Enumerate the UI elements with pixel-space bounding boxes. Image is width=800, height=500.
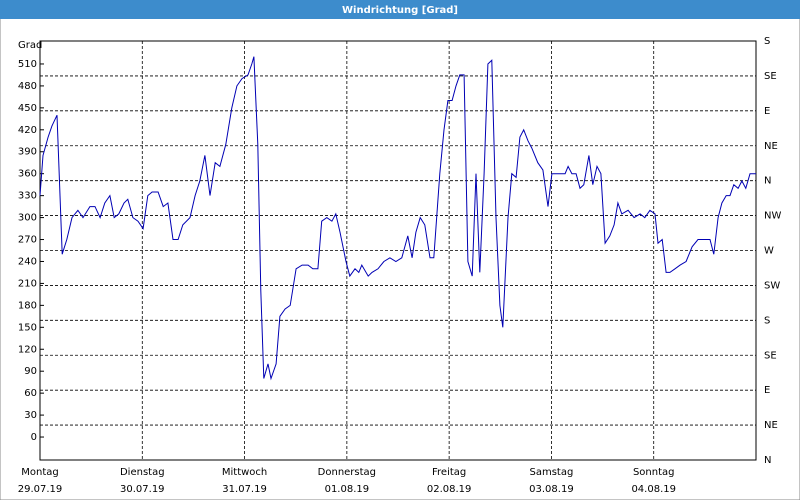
y2-tick-label: NE (764, 420, 778, 431)
y2-tick-label: N (764, 455, 771, 466)
x-tick-date: 04.08.19 (631, 484, 676, 495)
y-tick-label: 480 (18, 81, 37, 92)
y-tick-label: 510 (18, 59, 37, 70)
x-tick-date: 01.08.19 (325, 484, 370, 495)
y2-tick-label: E (764, 385, 770, 396)
y2-tick-label: W (764, 246, 774, 257)
y-tick-label: 60 (24, 388, 37, 399)
y-tick-label: 270 (18, 235, 37, 246)
x-tick-date: 02.08.19 (427, 484, 472, 495)
y2-tick-label: SE (764, 350, 777, 361)
y-tick-label: 450 (18, 103, 37, 114)
x-tick-label: Freitag (432, 467, 466, 478)
data-line (39, 56, 756, 381)
x-tick-date: 29.07.19 (18, 484, 63, 495)
y-tick-label: 0 (31, 432, 37, 443)
y2-tick-label: SW (764, 280, 780, 291)
x-tick-date: 30.07.19 (120, 484, 165, 495)
y-tick-label: 150 (18, 322, 37, 333)
y2-tick-label: E (764, 106, 770, 117)
y2-tick-label: NE (764, 141, 778, 152)
chart-title: Windrichtung [Grad] (342, 5, 458, 16)
y-tick-label: 30 (24, 410, 37, 421)
y-tick-label: 90 (24, 366, 37, 377)
y2-tick-label: S (764, 36, 770, 47)
x-tick-label: Donnerstag (318, 467, 376, 478)
y-tick-label: 360 (18, 169, 37, 180)
y2-tick-label: N (764, 176, 771, 187)
y-tick-label: 390 (18, 147, 37, 158)
y-tick-label: 330 (18, 191, 37, 202)
y-tick-label: 240 (18, 256, 37, 267)
y2-tick-label: SE (764, 71, 777, 82)
y-tick-label: 420 (18, 125, 37, 136)
x-tick-label: Sonntag (633, 467, 675, 478)
x-tick-label: Montag (21, 467, 58, 478)
y-tick-label: 180 (18, 300, 37, 311)
title-bar (0, 0, 800, 19)
x-tick-date: 03.08.19 (529, 484, 574, 495)
x-tick-label: Samstag (530, 467, 574, 478)
y2-tick-label: S (764, 315, 770, 326)
x-tick-date: 31.07.19 (222, 484, 267, 495)
y-tick-label: 300 (18, 213, 37, 224)
y-axis-label: Grad (18, 40, 42, 51)
y-tick-label: 120 (18, 344, 37, 355)
y-tick-label: 210 (18, 278, 37, 289)
x-tick-label: Dienstag (120, 467, 165, 478)
x-tick-label: Mittwoch (222, 467, 267, 478)
y2-tick-label: NW (764, 211, 781, 222)
